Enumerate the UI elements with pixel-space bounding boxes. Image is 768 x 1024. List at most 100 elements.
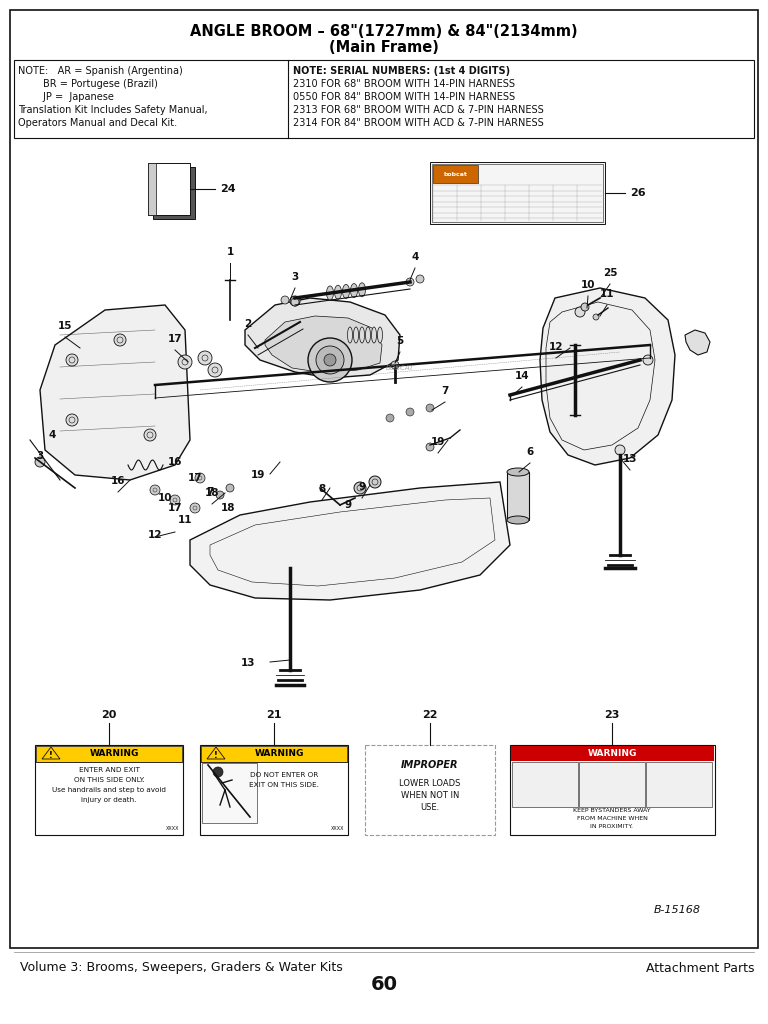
Ellipse shape — [353, 327, 359, 343]
Text: 10: 10 — [157, 493, 172, 503]
Bar — [201, 746, 347, 762]
Text: 0550 FOR 84" BROOM WITH 14-PIN HARNESS: 0550 FOR 84" BROOM WITH 14-PIN HARNESS — [293, 92, 515, 102]
Text: JP =  Japanese: JP = Japanese — [18, 92, 114, 102]
Circle shape — [575, 307, 585, 317]
Circle shape — [198, 351, 212, 365]
Text: 13: 13 — [240, 658, 255, 668]
Circle shape — [406, 278, 414, 286]
Text: 2313 FOR 68" BROOM WITH ACD & 7-PIN HARNESS: 2313 FOR 68" BROOM WITH ACD & 7-PIN HARN… — [293, 105, 544, 115]
Text: 5: 5 — [396, 336, 404, 346]
Text: B-15168: B-15168 — [654, 905, 701, 915]
Circle shape — [150, 485, 160, 495]
Circle shape — [190, 503, 200, 513]
Text: 2: 2 — [244, 319, 252, 329]
Circle shape — [281, 296, 289, 304]
Ellipse shape — [507, 468, 529, 476]
Circle shape — [369, 476, 381, 488]
Polygon shape — [540, 288, 675, 465]
Ellipse shape — [366, 327, 370, 343]
Circle shape — [114, 334, 126, 346]
Text: bobcat: bobcat — [443, 171, 467, 176]
Text: 8: 8 — [319, 484, 326, 494]
Circle shape — [226, 484, 234, 492]
Text: XXXX: XXXX — [330, 826, 344, 831]
Circle shape — [35, 457, 45, 467]
Text: 19: 19 — [431, 437, 445, 447]
Text: 12: 12 — [148, 530, 163, 540]
Text: 15: 15 — [58, 321, 72, 331]
Circle shape — [316, 346, 344, 374]
Text: (Main Frame): (Main Frame) — [329, 41, 439, 55]
Text: Operators Manual and Decal Kit.: Operators Manual and Decal Kit. — [18, 118, 177, 128]
Circle shape — [66, 354, 78, 366]
Bar — [511, 746, 714, 761]
Text: Volume 3: Brooms, Sweepers, Graders & Water Kits: Volume 3: Brooms, Sweepers, Graders & Wa… — [20, 962, 343, 975]
Ellipse shape — [378, 327, 382, 343]
Text: 26: 26 — [630, 188, 646, 198]
Text: 60: 60 — [370, 976, 398, 994]
Text: 7: 7 — [442, 386, 449, 396]
Text: Translation Kit Includes Safety Manual,: Translation Kit Includes Safety Manual, — [18, 105, 207, 115]
Text: 17: 17 — [167, 503, 182, 513]
Bar — [512, 762, 578, 807]
Ellipse shape — [372, 327, 376, 343]
Text: 11: 11 — [177, 515, 192, 525]
Text: 18: 18 — [220, 503, 235, 513]
Text: WARNING: WARNING — [254, 750, 303, 759]
Text: WARNING: WARNING — [588, 750, 637, 759]
Circle shape — [144, 429, 156, 441]
Text: 3: 3 — [291, 272, 299, 282]
Text: 3: 3 — [36, 451, 44, 461]
Polygon shape — [42, 746, 60, 759]
Circle shape — [213, 767, 223, 777]
Ellipse shape — [343, 285, 349, 298]
Polygon shape — [40, 305, 190, 480]
Bar — [507, 472, 529, 520]
Text: 4: 4 — [48, 430, 56, 440]
Text: 7: 7 — [207, 487, 214, 497]
Text: !: ! — [49, 751, 53, 760]
Polygon shape — [190, 482, 510, 600]
Text: 6: 6 — [526, 447, 534, 457]
Polygon shape — [207, 746, 225, 759]
Text: 4: 4 — [412, 252, 419, 262]
Bar — [579, 762, 645, 807]
Text: 23: 23 — [604, 710, 620, 720]
Text: LOWER LOADS: LOWER LOADS — [399, 778, 461, 787]
Circle shape — [178, 355, 192, 369]
Text: 16: 16 — [167, 457, 182, 467]
Text: !: ! — [214, 751, 218, 760]
Text: 9: 9 — [359, 482, 366, 492]
Circle shape — [593, 314, 599, 319]
Circle shape — [170, 495, 180, 505]
Bar — [432, 164, 603, 222]
Ellipse shape — [347, 327, 353, 343]
Text: IMPROPER: IMPROPER — [401, 760, 458, 770]
Bar — [646, 762, 712, 807]
Ellipse shape — [359, 327, 365, 343]
Circle shape — [208, 362, 222, 377]
Circle shape — [195, 473, 205, 483]
Text: NOTE:   AR = Spanish (Argentina): NOTE: AR = Spanish (Argentina) — [18, 66, 183, 76]
Bar — [35, 745, 183, 835]
Polygon shape — [245, 298, 400, 378]
Ellipse shape — [359, 283, 366, 297]
Text: USE.: USE. — [420, 803, 439, 811]
Circle shape — [426, 443, 434, 451]
Text: Attachment Parts: Attachment Parts — [645, 962, 754, 975]
Text: WHEN NOT IN: WHEN NOT IN — [401, 791, 459, 800]
Text: Use handrails and step to avoid: Use handrails and step to avoid — [52, 787, 166, 793]
Text: BR = Portugese (Brazil): BR = Portugese (Brazil) — [18, 79, 158, 89]
Text: ANGLE BROOM – 68"(1727mm) & 84"(2134mm): ANGLE BROOM – 68"(1727mm) & 84"(2134mm) — [190, 25, 578, 40]
Bar — [200, 745, 348, 835]
Text: 14: 14 — [515, 371, 529, 381]
Text: 18: 18 — [205, 488, 219, 498]
Circle shape — [216, 490, 224, 499]
Circle shape — [426, 404, 434, 412]
Ellipse shape — [507, 516, 529, 524]
Text: ENTER AND EXIT: ENTER AND EXIT — [78, 767, 140, 773]
Ellipse shape — [326, 286, 333, 300]
Circle shape — [308, 338, 352, 382]
Text: XXXX: XXXX — [165, 826, 179, 831]
Text: 16: 16 — [111, 476, 125, 486]
